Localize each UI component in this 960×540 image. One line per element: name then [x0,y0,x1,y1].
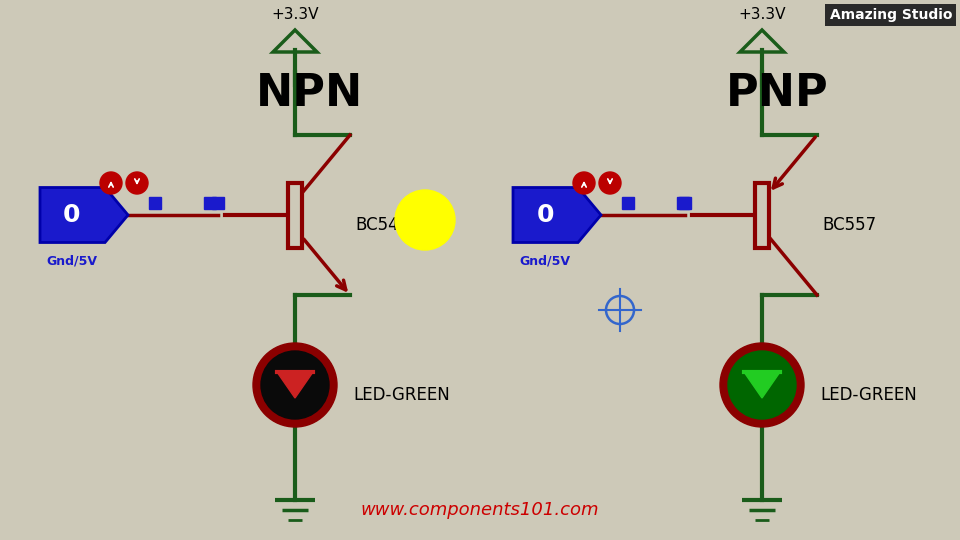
Text: Amazing Studio: Amazing Studio [829,8,952,22]
Circle shape [573,172,595,194]
Text: +3.3V: +3.3V [272,7,319,22]
Bar [288,183,302,247]
Circle shape [395,190,455,250]
Text: 0: 0 [537,203,554,227]
Polygon shape [744,372,780,398]
Circle shape [720,343,804,427]
Bar [677,197,689,209]
Polygon shape [513,187,601,242]
Circle shape [728,351,796,419]
Text: LED-GREEN: LED-GREEN [820,386,917,404]
Text: Gnd/5V: Gnd/5V [46,254,98,267]
Circle shape [599,172,621,194]
Bar [149,197,161,209]
Text: NPN: NPN [256,72,364,115]
Circle shape [100,172,122,194]
Bar [212,197,224,209]
Polygon shape [40,187,128,242]
Circle shape [126,172,148,194]
Text: BC547: BC547 [355,216,409,234]
Text: 0: 0 [63,203,81,227]
Polygon shape [277,372,313,398]
Bar [679,197,691,209]
Bar [755,183,769,247]
Text: +3.3V: +3.3V [738,7,785,22]
Text: LED-GREEN: LED-GREEN [353,386,449,404]
Circle shape [253,343,337,427]
Text: Gnd/5V: Gnd/5V [519,254,570,267]
Circle shape [261,351,329,419]
Text: BC557: BC557 [822,216,876,234]
Bar [622,197,634,209]
Text: PNP: PNP [726,72,828,115]
Bar [204,197,216,209]
Text: www.components101.com: www.components101.com [361,501,599,519]
